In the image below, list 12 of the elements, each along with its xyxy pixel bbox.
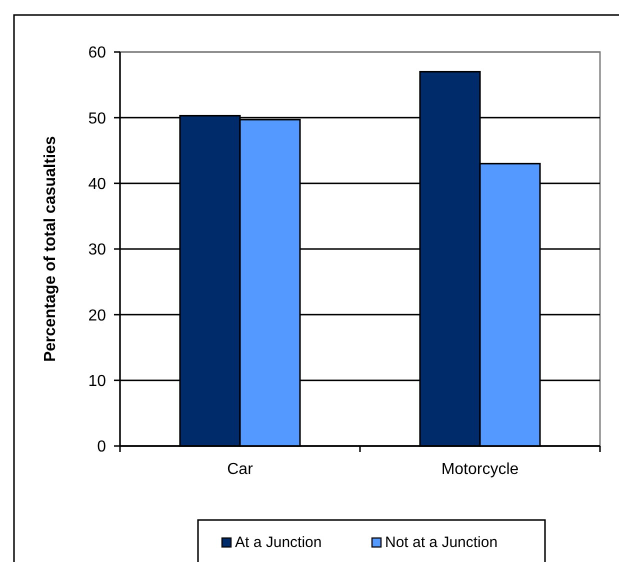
y-tick-label: 10 bbox=[88, 372, 106, 390]
legend-label: At a Junction bbox=[235, 534, 322, 551]
y-tick-label: 0 bbox=[97, 438, 106, 456]
y-axis-title: Percentage of total casualties bbox=[42, 136, 59, 362]
y-tick-label: 40 bbox=[88, 176, 106, 193]
x-tick-label: Car bbox=[227, 461, 254, 478]
y-tick-label: 60 bbox=[88, 44, 106, 62]
y-tick-label: 30 bbox=[88, 242, 106, 259]
y-tick-label: 50 bbox=[88, 110, 106, 128]
legend-label: Not at a Junction bbox=[385, 534, 498, 551]
x-tick-label: Motorcycle bbox=[441, 461, 519, 478]
y-tick-label: 20 bbox=[88, 307, 106, 324]
